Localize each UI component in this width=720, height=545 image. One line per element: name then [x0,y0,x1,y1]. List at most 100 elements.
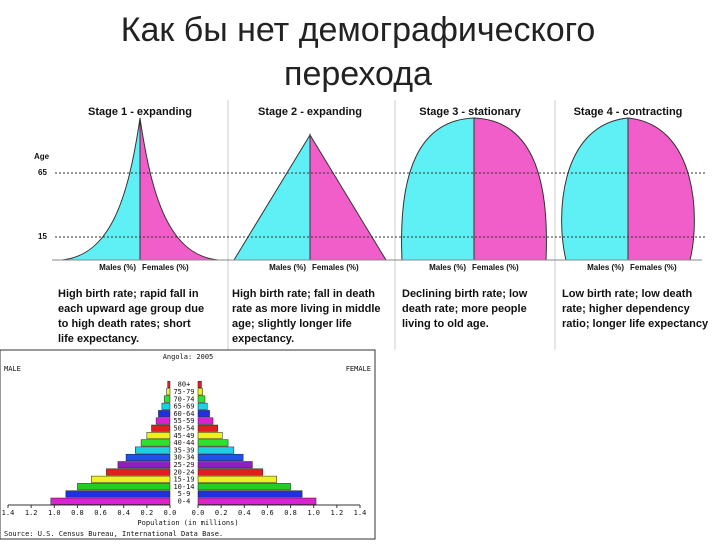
stage-description: to high death rates; short [58,318,191,330]
stage-shapes [61,117,695,261]
males-label: Males (%) [429,263,466,272]
x-tick-label: 1.2 [331,509,344,517]
age-group-label: 0-4 [178,498,191,506]
female-bar [197,483,291,491]
stage-description: Declining birth rate; low [402,288,528,300]
female-bar [197,410,210,418]
x-tick-label: 1.0 [307,509,320,517]
stage-title: Stage 3 - stationary [419,106,521,118]
male-bar [151,424,171,432]
slide-title: Как бы нет демографического [121,11,596,49]
age-group-label: 50-54 [173,425,194,433]
male-bar [135,446,171,454]
age-group-label: 40-44 [173,439,194,447]
male-bar [50,497,171,505]
x-tick-label: 0.8 [71,509,84,517]
age-group-label: 70-74 [173,395,194,403]
male-bar [158,410,171,418]
male-bar [166,388,171,396]
stage-description: Low birth rate; low death [562,288,692,300]
male-bar [155,417,171,425]
female-label: FEMALE [346,365,371,373]
male-bar [77,483,171,491]
separators [227,100,556,350]
female-bar [197,475,277,483]
female-bar [197,424,218,432]
female-bar [197,388,203,396]
female-bar [197,453,244,461]
x-tick-label: 1.4 [2,509,15,517]
females-label: Females (%) [472,263,519,272]
age-group-label: 35-39 [173,446,194,454]
male-bar [146,432,171,440]
age-group-label: 20-24 [173,468,194,476]
x-tick-label: 1.4 [354,509,367,517]
x-tick-label: 0.0 [192,509,205,517]
slide-title: перехода [284,55,432,93]
age-group-label: 15-19 [173,476,194,484]
male-bar [117,461,171,469]
age-group-label: 80+ [178,381,191,389]
stage-description: High birth rate; fall in death [232,288,375,300]
x-tick-label: 1.2 [25,509,38,517]
age-group-label: 60-64 [173,410,194,418]
age-tick: 15 [38,232,47,241]
age-group-label: 55-59 [173,417,194,425]
males-label: Males (%) [587,263,624,272]
x-axis-label: Population (in millions) [137,519,238,527]
stage-title: Stage 2 - expanding [258,106,362,118]
female-bar [197,497,317,505]
female-bar [197,380,202,388]
age-group-label: 10-14 [173,483,194,491]
stage-title: Stage 1 - expanding [88,106,192,118]
pyramid-frame [0,349,376,540]
x-tick-label: 1.0 [48,509,61,517]
x-tick-label: 0.6 [261,509,274,517]
female-bar [197,439,229,447]
x-tick-label: 0.6 [94,509,107,517]
male-bar [163,395,171,403]
stage-description: life expectancy. [58,333,139,345]
stage-description: High birth rate; rapid fall in [58,288,199,300]
age-group-label: 5-9 [178,490,191,498]
stage-description: expectancy. [232,333,294,345]
x-tick-label: 0.0 [164,509,177,517]
stage-description: rate as more living in middle [232,303,381,315]
age-group-label: 65-69 [173,403,194,411]
pyramid-title: Angola: 2005 [163,353,214,361]
female-bar [197,432,223,440]
stage-description: living to old age. [402,318,489,330]
age-group-label: 25-29 [173,461,194,469]
male-bar [140,439,171,447]
female-bar [197,446,235,454]
stage-description: age; slightly longer life [232,318,352,330]
female-bar [197,468,264,476]
stage-description: rate; higher dependency [562,303,691,315]
x-tick-label: 0.4 [117,509,130,517]
female-bar [197,402,208,410]
male-bar [65,490,171,498]
male-bar [161,402,171,410]
female-bar [197,490,303,498]
stage-title: Stage 4 - contracting [574,106,683,118]
males-label: Males (%) [99,263,136,272]
x-tick-label: 0.4 [238,509,251,517]
age-group-label: 75-79 [173,388,194,396]
female-bar [197,461,253,469]
stage-description: each upward age group due [58,303,204,315]
male-label: MALE [4,365,21,373]
age-group-label: 45-49 [173,432,194,440]
male-bar [167,380,171,388]
male-bar [91,475,171,483]
stage-description: death rate; more people [402,303,527,315]
age-tick: 65 [38,168,47,177]
age-group-label: 30-34 [173,454,194,462]
male-bar [125,453,171,461]
source: Source: U.S. Census Bureau, Internationa… [4,530,223,538]
male-bar [106,468,171,476]
x-tick-label: 0.2 [141,509,154,517]
males-label: Males (%) [269,263,306,272]
x-tick-label: 0.8 [284,509,297,517]
female-bar [197,395,206,403]
